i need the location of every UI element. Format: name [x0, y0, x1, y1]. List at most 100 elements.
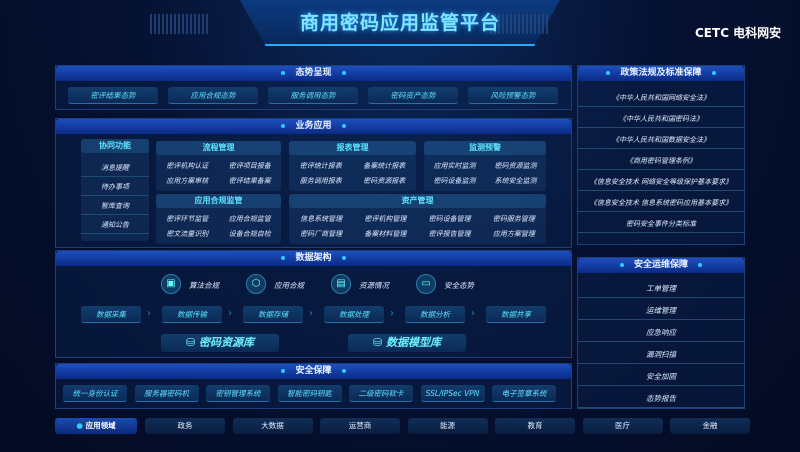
compliance-group: 应用合规监管 密评环节监管 应用合规监管 密文流量识别 设备合规自检	[156, 194, 281, 244]
situation-panel: 态势呈现 密评结果态势 应用合规态势 服务调用态势 密码资产态势 风险预警态势	[55, 65, 572, 110]
situation-button[interactable]: 密码资产态势	[368, 87, 458, 104]
asset-item[interactable]: 密码厂商管理	[300, 230, 343, 238]
domains-label: ● 应用领域	[55, 418, 137, 434]
flow-step[interactable]: 数据共享	[486, 306, 546, 323]
security-button[interactable]: 二级密码软卡	[349, 385, 413, 402]
policy-item[interactable]: 《中华人民共和国数据安全法》	[578, 135, 744, 149]
page-title: 商用密码应用监管平台	[299, 12, 500, 34]
policy-item[interactable]: 《信息安全技术 信息系统密码应用基本要求》	[578, 198, 744, 212]
security-button[interactable]: 统一身份认证	[63, 385, 127, 402]
feature-label: 资源情况	[359, 281, 389, 290]
domain-item[interactable]: 教育	[495, 418, 575, 434]
situation-header: 态势呈现	[56, 66, 571, 81]
monitor-item[interactable]: 系统安全监测	[494, 177, 537, 185]
flow-step[interactable]: 数据采集	[81, 306, 141, 323]
business-header: 业务应用	[56, 119, 571, 134]
flow-step[interactable]: 数据传输	[162, 306, 222, 323]
compliance-item[interactable]: 应用合规监管	[228, 215, 271, 223]
monitor-item[interactable]: 应用实时监测	[433, 162, 476, 170]
policy-item[interactable]: 《信息安全技术 网络安全等级保护基本要求》	[578, 177, 744, 191]
asset-item[interactable]: 密码服务管理	[492, 215, 535, 223]
process-item[interactable]: 密评结果备案	[228, 177, 271, 185]
chevron-right-icon: ›	[228, 308, 232, 319]
security-panel: 安全保障 统一身份认证 服务器密码机 密钥管理系统 智能密码钥匙 二级密码软卡 SSL/I…	[55, 363, 572, 409]
situation-button[interactable]: 服务调用态势	[268, 87, 358, 104]
domain-item[interactable]: 大数据	[232, 418, 313, 434]
data-arch-panel: 数据架构 ▣ 算法合规 ⬡ 应用合规 ▤ 资源情况 ▭ 安全态势 数据采集 › 数据传输 › 数据存储 ›…	[55, 250, 572, 358]
ops-item[interactable]: 安全加固	[578, 371, 744, 386]
asset-header: 资产管理	[289, 194, 546, 208]
ops-item[interactable]: 态势报告	[578, 393, 744, 408]
security-button[interactable]: SSL/IPSec VPN	[420, 385, 485, 402]
monitor-icon: ▣	[161, 274, 181, 294]
data-arch-header: 数据架构	[56, 251, 571, 266]
datastore-button[interactable]: ⛁ 密码资源库	[161, 334, 279, 352]
decor-stripe	[150, 14, 210, 34]
situation-button[interactable]: 密评结果态势	[68, 87, 158, 104]
report-item[interactable]: 密码资源报表	[363, 177, 406, 185]
process-item[interactable]: 密评项目报备	[228, 162, 271, 170]
datastore-button[interactable]: ⛁ 数据模型库	[348, 334, 466, 352]
policy-item[interactable]: 密码安全事件分类标准	[578, 219, 744, 233]
process-item[interactable]: 应用方案审核	[166, 177, 209, 185]
cube-icon: ⬡	[246, 274, 266, 294]
asset-item[interactable]: 备案材料管理	[364, 230, 407, 238]
process-group: 流程管理密评机构认证 密评项目报备应用方案审核 密评结果备案	[156, 141, 281, 191]
domain-item[interactable]: 运营商	[320, 418, 400, 434]
security-button[interactable]: 电子签章系统	[492, 385, 556, 402]
chevron-right-icon: ›	[147, 308, 151, 319]
situation-button[interactable]: 应用合规态势	[168, 87, 258, 104]
ops-header: 安全运维保障	[578, 258, 744, 273]
report-item[interactable]: 密评统计报表	[299, 162, 342, 170]
collab-item[interactable]: 待办事项	[81, 182, 149, 196]
flow-step[interactable]: 数据分析	[405, 306, 465, 323]
security-button[interactable]: 服务器密码机	[134, 385, 199, 402]
ops-item[interactable]: 漏洞扫描	[578, 349, 744, 364]
domains-label-text: 应用领域	[85, 421, 116, 430]
flow-step[interactable]: 数据处理	[324, 306, 384, 323]
domain-item[interactable]: 政务	[145, 418, 225, 434]
chevron-right-icon: ›	[309, 308, 313, 319]
asset-item[interactable]: 信息系统管理	[300, 215, 343, 223]
policy-item[interactable]: 《中华人民共和国密码法》	[578, 114, 744, 128]
flow-step[interactable]: 数据存储	[243, 306, 303, 323]
domain-item[interactable]: 能源	[407, 418, 488, 434]
security-header: 安全保障	[56, 364, 571, 379]
datastore-label: 密码资源库	[199, 336, 255, 349]
monitor-header: 监测预警	[424, 141, 546, 155]
chevron-right-icon: ›	[390, 308, 394, 319]
ops-panel: 安全运维保障 工单管理运维管理应急响应漏洞扫描安全加固态势报告	[577, 257, 745, 409]
ops-item[interactable]: 工单管理	[578, 283, 744, 298]
asset-item[interactable]: 应用方案管理	[492, 230, 535, 238]
report-item[interactable]: 服务调用报表	[299, 177, 342, 185]
ops-item[interactable]: 应急响应	[578, 327, 744, 342]
report-item[interactable]: 备案统计报表	[363, 162, 406, 170]
database-icon: ⛁	[372, 336, 387, 349]
chevron-right-icon: ›	[471, 308, 475, 319]
monitor-item[interactable]: 密码资源监测	[494, 162, 537, 170]
compliance-item[interactable]: 设备合规自检	[228, 230, 271, 238]
process-item[interactable]: 密评机构认证	[166, 162, 209, 170]
ops-item[interactable]: 运维管理	[578, 305, 744, 320]
process-header: 流程管理	[156, 141, 281, 155]
database-icon: ⛁	[185, 336, 200, 349]
compliance-item[interactable]: 密评环节监管	[166, 215, 209, 223]
security-button[interactable]: 密钥管理系统	[206, 385, 270, 402]
collab-group: 协同功能 消息提醒待办事项智库查询通知公告	[81, 139, 149, 241]
domain-item[interactable]: 医疗	[582, 418, 663, 434]
compliance-item[interactable]: 密文流量识别	[166, 230, 209, 238]
asset-item[interactable]: 密码设备管理	[428, 215, 471, 223]
domain-item[interactable]: 金融	[670, 418, 750, 434]
collab-item[interactable]: 消息提醒	[81, 163, 149, 177]
policy-item[interactable]: 《中华人民共和国网络安全法》	[578, 93, 744, 107]
asset-item[interactable]: 密评报告管理	[428, 230, 471, 238]
security-button[interactable]: 智能密码钥匙	[277, 385, 342, 402]
decor-stripe	[490, 14, 550, 34]
situation-button[interactable]: 风险预警态势	[468, 87, 558, 104]
collab-header: 协同功能	[81, 139, 149, 153]
monitor-item[interactable]: 密码设备监测	[433, 177, 476, 185]
collab-item[interactable]: 智库查询	[81, 201, 149, 215]
collab-item[interactable]: 通知公告	[81, 220, 149, 234]
asset-item[interactable]: 密评机构管理	[364, 215, 407, 223]
policy-item[interactable]: 《商用密码管理条例》	[578, 156, 744, 170]
